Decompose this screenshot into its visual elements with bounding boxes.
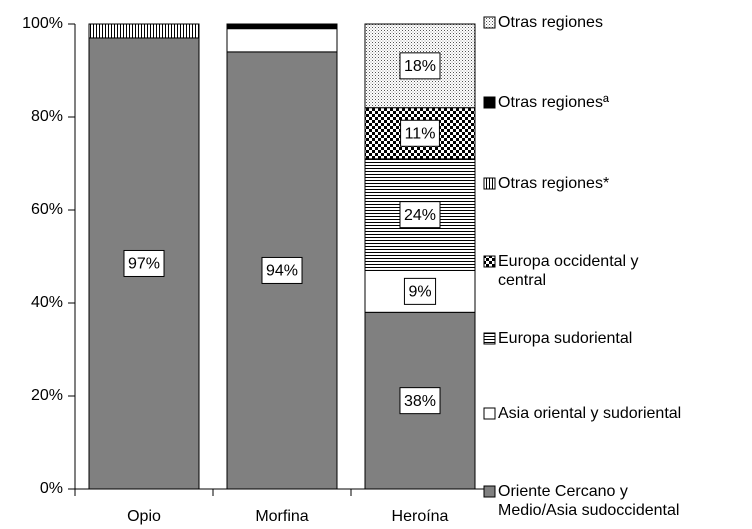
data-label: 97% [123, 249, 165, 277]
y-tick-label: 80% [31, 108, 63, 125]
data-label-box [399, 387, 441, 415]
data-label: 94% [261, 256, 303, 284]
legend-label: Otras regionesª [498, 94, 609, 111]
bar-segment [88, 23, 200, 39]
data-label-text: 94% [266, 263, 298, 280]
data-label-text: 11% [405, 125, 436, 142]
legend-label: Otras regiones* [498, 175, 610, 192]
x-tick-label: Opio [127, 508, 161, 525]
legend-swatch [483, 255, 496, 268]
legend-label: Asia oriental y sudoriental [498, 405, 682, 422]
x-tick-label: Heroína [392, 508, 449, 525]
data-label-text: 18% [404, 58, 436, 75]
legend-label: Oriente Cercano y Medio/Asia sudoccident… [498, 483, 680, 519]
data-label-box [399, 52, 441, 80]
data-label-text: 97% [128, 256, 160, 273]
legend-label: Europa sudoriental [498, 330, 633, 347]
y-tick-label: 40% [31, 294, 63, 311]
data-label-box [403, 277, 437, 305]
legend-swatch [483, 407, 496, 420]
x-tick-label: Morfina [255, 508, 308, 525]
data-label-text: 9% [408, 284, 431, 301]
data-label: 24% [399, 201, 441, 229]
data-label-text: 24% [404, 207, 436, 224]
bar-segment [226, 23, 338, 30]
data-label-text: 38% [404, 393, 436, 410]
legend-label: Otras regiones [498, 14, 603, 31]
data-label: 11% [400, 119, 440, 147]
data-label: 38% [399, 387, 441, 415]
data-label: 9% [403, 277, 437, 305]
y-tick-label: 60% [31, 201, 63, 218]
data-label-box [123, 249, 165, 277]
data-label-box [399, 201, 441, 229]
y-tick-label: 20% [31, 387, 63, 404]
y-tick-label: 100% [22, 15, 63, 32]
data-label-box [400, 119, 440, 147]
data-label-box [261, 256, 303, 284]
legend-swatch [483, 485, 496, 498]
bar-segment [226, 28, 338, 53]
legend-swatch [483, 177, 496, 190]
y-tick-label: 0% [40, 480, 63, 497]
legend-swatch [483, 96, 496, 109]
legend-swatch [483, 16, 496, 29]
legend-label: Europa occidental y central [498, 253, 639, 289]
legend-swatch [483, 332, 496, 345]
data-label: 18% [399, 52, 441, 80]
